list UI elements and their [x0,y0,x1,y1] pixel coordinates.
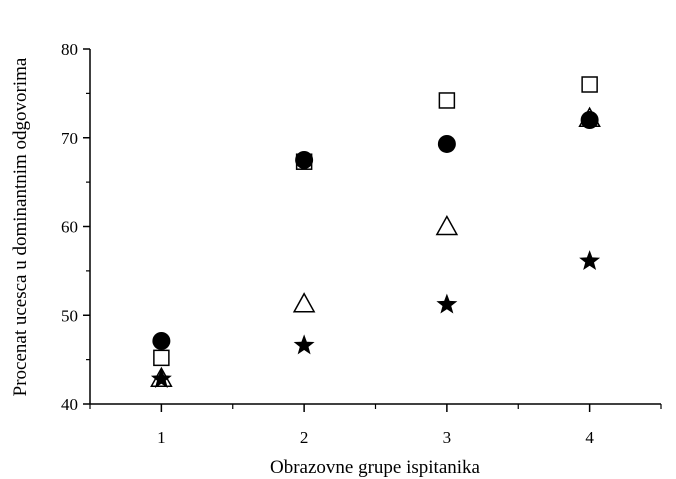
y-tick-label: 80 [61,40,78,59]
triangle-point [435,214,459,236]
axes: 40 50 60 70 80 1 2 3 4 [61,40,662,447]
triangle-point [578,106,601,127]
star-point [293,334,315,355]
x-tick-label: 4 [585,428,594,447]
circle-point [437,134,456,153]
data-points [150,76,601,389]
circle-point [152,331,171,350]
star-point [150,368,172,389]
y-tick-label: 50 [61,306,78,325]
x-tick-label: 3 [443,428,452,447]
x-tick-label: 1 [157,428,166,447]
triangle-point [292,292,316,313]
square-point [153,349,170,367]
y-tick-label: 40 [61,395,78,414]
x-tick-label: 2 [300,428,309,447]
square-point [295,153,313,170]
circle-point [295,150,314,169]
y-axis-title: Procenat ucesca u dominantnim odgovorima [10,57,31,396]
square-point [438,92,456,109]
y-tick-label: 70 [61,129,78,148]
star-point [579,250,601,271]
star-point [436,293,458,314]
y-tick-label: 60 [61,218,78,237]
x-axis-title: Obrazovne grupe ispitanika [270,457,481,478]
square-point [581,76,598,93]
